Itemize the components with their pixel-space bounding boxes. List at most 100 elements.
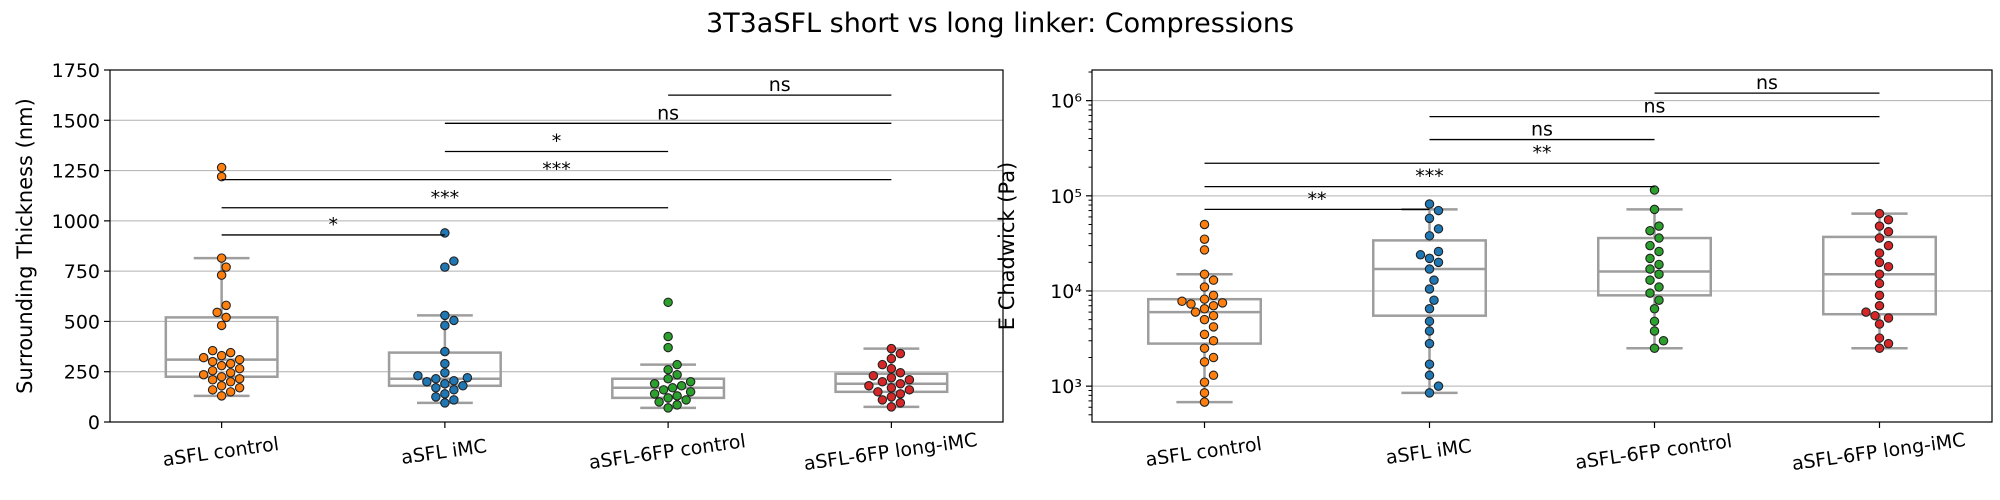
data-point (1654, 295, 1664, 305)
data-point (440, 320, 450, 331)
data-point (440, 379, 450, 389)
y-tick-label: 10³ (1050, 376, 1082, 398)
data-point (1649, 316, 1660, 327)
y-tick-label: 1500 (52, 110, 100, 132)
data-point (895, 389, 906, 399)
significance-label: * (329, 214, 339, 236)
data-point (1199, 377, 1210, 387)
y-tick-label: 1000 (52, 211, 100, 233)
data-point (1199, 282, 1210, 292)
data-point (431, 392, 441, 402)
data-point (1654, 221, 1664, 231)
data-point (667, 383, 678, 393)
data-point (1649, 304, 1660, 314)
data-point (681, 395, 691, 405)
data-point (234, 354, 245, 365)
data-point (1208, 275, 1219, 285)
grid (1092, 100, 1992, 387)
data-point (877, 395, 888, 405)
data-point (1649, 343, 1660, 354)
data-point (440, 367, 450, 378)
y-axis: 0 250 500 750 1000 1250 1500 1750 (52, 60, 110, 434)
y-axis-label: Surrounding Thickness (nm) (13, 98, 37, 394)
data-point (1645, 240, 1655, 251)
data-point (1874, 233, 1885, 243)
data-point (1433, 381, 1444, 391)
data-point (440, 358, 450, 369)
data-point (663, 374, 673, 384)
y-axis-label: E Chadwick (Pa) (995, 162, 1019, 330)
data-point (225, 347, 236, 358)
data-point (1429, 275, 1439, 285)
data-point (449, 315, 459, 326)
data-point (1883, 240, 1894, 251)
plot-frame (109, 69, 1004, 423)
data-point (225, 367, 236, 378)
data-point (886, 353, 897, 364)
data-point (234, 374, 245, 384)
data-point (413, 370, 423, 381)
data-point (1883, 338, 1894, 349)
data-point (1874, 300, 1885, 311)
y-tick-label: 750 (64, 261, 100, 283)
data-point (216, 162, 227, 173)
data-point (1874, 269, 1885, 279)
y-tick-label: 500 (64, 311, 100, 333)
data-point (207, 365, 218, 376)
data-point (1199, 314, 1210, 325)
data-point (234, 363, 245, 374)
x-tick-label: aSFL control (161, 433, 280, 471)
data-point (1199, 304, 1210, 314)
data-point (873, 387, 883, 397)
data-point (663, 403, 673, 413)
data-point (1645, 225, 1655, 236)
data-point (1654, 269, 1664, 279)
data-point (207, 375, 218, 385)
data-point (1177, 296, 1187, 307)
data-point (1874, 221, 1885, 231)
data-point (886, 383, 897, 393)
data-point (221, 262, 231, 272)
data-point (1199, 294, 1210, 304)
data-point (1883, 313, 1894, 323)
data-point (895, 379, 906, 389)
data-point (440, 262, 450, 272)
x-tick-label: aSFL-6FP control (1574, 430, 1734, 474)
data-point (440, 346, 450, 357)
data-point (216, 320, 227, 331)
data-point (1199, 397, 1210, 407)
x-tick-label: aSFL-6FP long-iMC (802, 429, 978, 475)
boxes (1147, 208, 1937, 404)
data-point (440, 398, 450, 408)
y-axis: 10³ 10⁴ 10⁵ 10⁶ (1050, 71, 1092, 416)
data-point (1433, 205, 1444, 216)
data-point (685, 387, 696, 397)
data-point (216, 381, 227, 391)
points (198, 162, 915, 413)
data-point (216, 270, 227, 280)
grid (110, 69, 1003, 423)
data-point (1883, 226, 1894, 237)
data-point (1424, 316, 1435, 327)
data-point (1208, 310, 1219, 321)
data-point (1424, 338, 1435, 349)
data-point (216, 253, 227, 263)
x-axis: aSFL control aSFL iMC aSFL-6FP control aSFL… (161, 422, 979, 475)
data-point (1645, 253, 1655, 264)
data-point (216, 360, 227, 371)
data-point (1433, 224, 1444, 234)
data-point (462, 372, 473, 383)
significance-label: ns (1644, 96, 1666, 118)
x-axis: aSFL control aSFL iMC aSFL-6FP control aSFL… (1144, 422, 1967, 475)
data-point (1199, 269, 1210, 279)
data-point (440, 389, 450, 399)
boxes (164, 256, 949, 410)
data-point (1415, 250, 1426, 260)
data-point (1208, 370, 1219, 381)
data-point (212, 307, 222, 318)
data-point (877, 377, 888, 387)
significance-label: *** (431, 187, 460, 209)
data-point (1649, 326, 1660, 336)
